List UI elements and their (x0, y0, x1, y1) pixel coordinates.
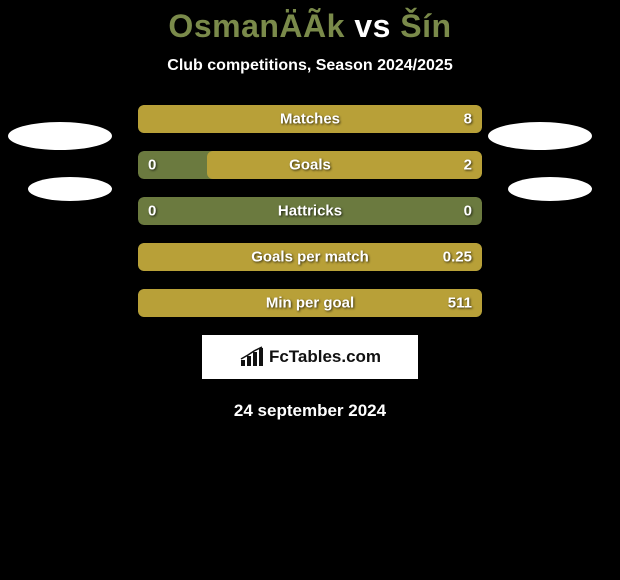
decorative-ellipse (508, 177, 592, 201)
date-label: 24 september 2024 (0, 401, 620, 421)
stat-label: Min per goal (266, 295, 354, 312)
stat-label: Goals per match (251, 249, 369, 266)
decorative-ellipse (8, 122, 112, 150)
stat-value-left: 0 (148, 157, 156, 174)
stat-row: 0 Goals 2 (138, 151, 482, 179)
title-vs: vs (354, 8, 391, 44)
player-left-name: OsmanÄÃ­k (168, 8, 345, 44)
bar-chart-icon (239, 346, 265, 368)
page-title: OsmanÄÃ­k vs Šín (0, 8, 620, 45)
stat-value-right: 2 (464, 157, 472, 174)
stat-value-right: 0.25 (443, 249, 472, 266)
stat-value-right: 0 (464, 203, 472, 220)
stat-row: 0 Hattricks 0 (138, 197, 482, 225)
stat-label: Hattricks (278, 203, 342, 220)
comparison-card: OsmanÄÃ­k vs Šín Club competitions, Seas… (0, 0, 620, 421)
fctables-logo: FcTables.com (202, 335, 418, 379)
stat-row: Min per goal 511 (138, 289, 482, 317)
player-right-name: Šín (400, 8, 451, 44)
stat-value-left: 0 (148, 203, 156, 220)
stat-row: Goals per match 0.25 (138, 243, 482, 271)
decorative-ellipse (488, 122, 592, 150)
stat-value-right: 8 (464, 111, 472, 128)
stat-bar-fill-right (207, 151, 482, 179)
stat-label: Goals (289, 157, 331, 174)
stats-block: Matches 8 0 Goals 2 0 Hattricks 0 Goals per matc… (138, 105, 482, 317)
logo-text: FcTables.com (269, 347, 381, 367)
stat-value-right: 511 (448, 295, 472, 312)
stat-row: Matches 8 (138, 105, 482, 133)
subtitle: Club competitions, Season 2024/2025 (0, 57, 620, 75)
decorative-ellipse (28, 177, 112, 201)
stat-label: Matches (280, 111, 340, 128)
